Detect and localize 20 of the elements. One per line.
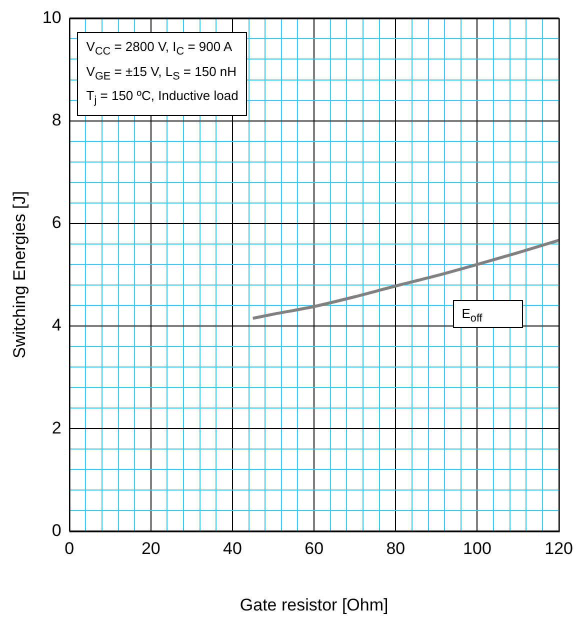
y-axis-title: Switching Energies [J] bbox=[10, 191, 29, 358]
x-tick-label: 80 bbox=[386, 539, 406, 558]
x-tick-label: 100 bbox=[463, 539, 492, 558]
y-tick-label: 6 bbox=[52, 213, 62, 232]
annotation: T$_{j}$ = 150 ºC, Inductive load bbox=[86, 87, 238, 109]
y-tick-label: 2 bbox=[52, 418, 62, 438]
x-tick-label: 60 bbox=[304, 539, 324, 558]
y-tick-label: 4 bbox=[52, 316, 62, 335]
x-axis-title: Gate resistor [Ohm] bbox=[240, 595, 388, 614]
x-tick-label: 20 bbox=[141, 539, 160, 558]
label-frame: E$_{off}$ bbox=[452, 300, 523, 328]
y-tick-label: 0 bbox=[52, 520, 62, 540]
y-tick-label: 10 bbox=[42, 8, 62, 27]
annotation: V$_{CC}$ = 2800 V, I$_{C}$ = 900 A bbox=[86, 38, 234, 60]
y-tick-label: 8 bbox=[52, 110, 62, 130]
x-tick-label: 0 bbox=[64, 539, 74, 558]
x-tick-label: 120 bbox=[544, 539, 574, 558]
line-series bbox=[251, 238, 559, 320]
annotation: V$_{GE}$ = ±15 V, L$_{S}$ = 150 nH bbox=[86, 62, 238, 84]
x-tick-label: 40 bbox=[223, 539, 242, 558]
